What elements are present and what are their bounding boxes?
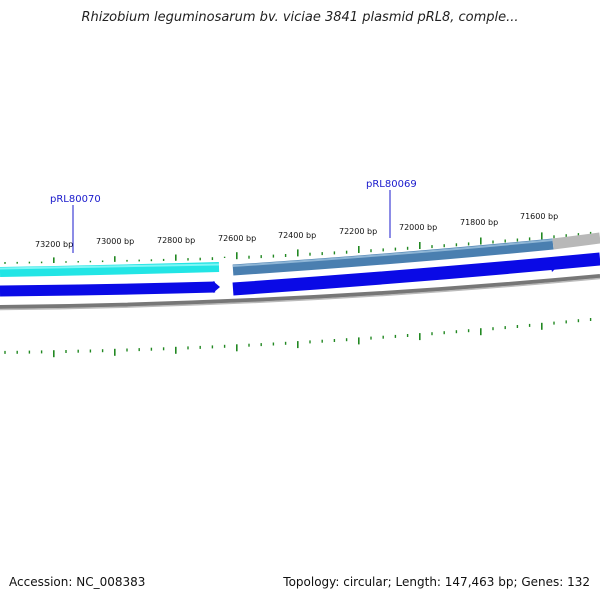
accession-label: Accession: NC_008383	[9, 575, 146, 589]
position-tick-labels: 73200 bp 73000 bp 72800 bp 72600 bp 7240…	[35, 212, 558, 249]
position-label: 72800 bp	[157, 236, 195, 245]
gene-feature-pRL80069-highlight	[232, 239, 554, 267]
strand-arrow-left[interactable]	[0, 281, 216, 297]
position-label: 73200 bp	[35, 240, 73, 249]
genome-backbone	[0, 274, 600, 309]
strand-arrow-right[interactable]	[232, 252, 600, 296]
position-label: 72400 bp	[278, 231, 316, 240]
genome-backbone-shadow	[0, 277, 600, 311]
strand-arrow-right-head	[550, 263, 556, 272]
position-label: 71600 bp	[520, 212, 558, 221]
gene-feature-pRL80069[interactable]	[232, 238, 554, 276]
gene-label-group-pRL80069[interactable]: pRL80069	[366, 179, 417, 238]
position-label: 73000 bp	[96, 237, 134, 246]
summary-label: Topology: circular; Length: 147,463 bp; …	[283, 575, 590, 589]
gene-feature-partial[interactable]	[552, 232, 600, 250]
gene-label[interactable]: pRL80070	[50, 194, 101, 205]
position-label: 72200 bp	[339, 227, 377, 236]
position-label: 72600 bp	[218, 234, 256, 243]
gene-gap	[221, 258, 232, 302]
position-label: 72000 bp	[399, 223, 437, 232]
gene-feature-pRL80070-highlight	[0, 263, 220, 270]
position-label: 71800 bp	[460, 218, 498, 227]
gene-label-group-pRL80070[interactable]: pRL80070	[50, 194, 101, 253]
strand-arrow-left-head	[213, 281, 220, 293]
gene-feature-pRL80070-body[interactable]	[0, 262, 220, 277]
inner-tick-row	[4, 318, 592, 358]
map-title: Rhizobium leguminosarum bv. viciae 3841 …	[81, 10, 519, 25]
gene-label[interactable]: pRL80069	[366, 179, 417, 190]
